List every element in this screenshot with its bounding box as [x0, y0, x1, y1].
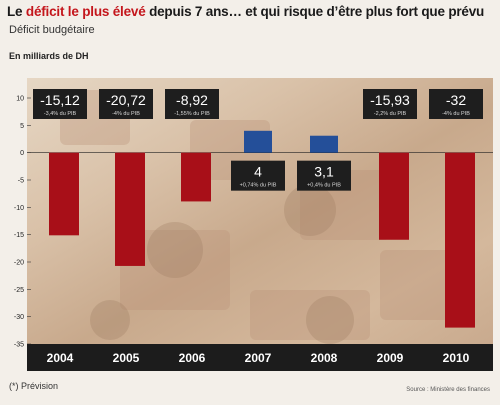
y-tick-label: -15 [14, 232, 24, 239]
bar [445, 152, 475, 328]
bar [49, 152, 79, 236]
units-label: En milliards de DH [9, 51, 89, 61]
y-tick-label: -30 [14, 314, 24, 321]
bar-pib-label: -4% du PIB [442, 111, 470, 117]
value-label-box [33, 89, 87, 119]
banknote-background [27, 78, 493, 345]
footnote: (*) Prévision [9, 381, 59, 391]
x-category-label: 2010 [443, 351, 470, 365]
y-tick-label: 5 [20, 123, 24, 130]
value-label-box [429, 89, 483, 119]
bar [181, 152, 211, 202]
y-tick-label: 0 [20, 150, 24, 157]
bar-pib-label: -3,4% du PIB [44, 111, 77, 117]
bar-value-label: -32 [446, 92, 466, 108]
x-category-label: 2008 [311, 351, 338, 365]
bar-pib-label: -1,55% du PIB [174, 111, 210, 117]
bar-value-label: -15,12 [40, 92, 80, 108]
value-label-box [297, 160, 351, 191]
value-label-box [99, 89, 153, 119]
x-category-label: 2004 [47, 351, 74, 365]
bar [115, 152, 145, 266]
category-strip [27, 344, 493, 371]
y-tick-label: -35 [14, 342, 24, 349]
chart-subtitle: Déficit budgétaire [9, 24, 95, 36]
y-tick-label: 10 [16, 96, 24, 103]
bar-value-label: 4 [254, 164, 262, 180]
x-category-label: 2006 [179, 351, 206, 365]
bar-value-label: 3,1 [314, 164, 334, 180]
source-note: Source : Ministère des finances [406, 387, 490, 393]
y-tick-label: -5 [18, 178, 24, 185]
chart-title: Le déficit le plus élevé depuis 7 ans… e… [7, 4, 485, 19]
y-tick-label: -25 [14, 287, 24, 294]
value-label-box [231, 160, 285, 191]
bar-pib-label: -2,2% du PIB [374, 111, 407, 117]
x-category-label: 2005 [113, 351, 140, 365]
bar [379, 152, 409, 240]
value-label-box [165, 89, 219, 119]
x-category-label: 2009 [377, 351, 404, 365]
bar-pib-label: +0,4% du PIB [307, 183, 341, 189]
y-tick-label: -10 [14, 205, 24, 212]
bar-pib-label: +0,74% du PIB [240, 183, 277, 189]
bar-value-label: -20,72 [106, 92, 146, 108]
bar-value-label: -8,92 [176, 92, 208, 108]
bar [244, 130, 272, 153]
x-category-label: 2007 [245, 351, 272, 365]
bar-pib-label: -4% du PIB [112, 111, 140, 117]
y-tick-label: -20 [14, 260, 24, 267]
bar [310, 135, 338, 153]
value-label-box [363, 89, 417, 119]
bar-value-label: -15,93 [370, 92, 410, 108]
